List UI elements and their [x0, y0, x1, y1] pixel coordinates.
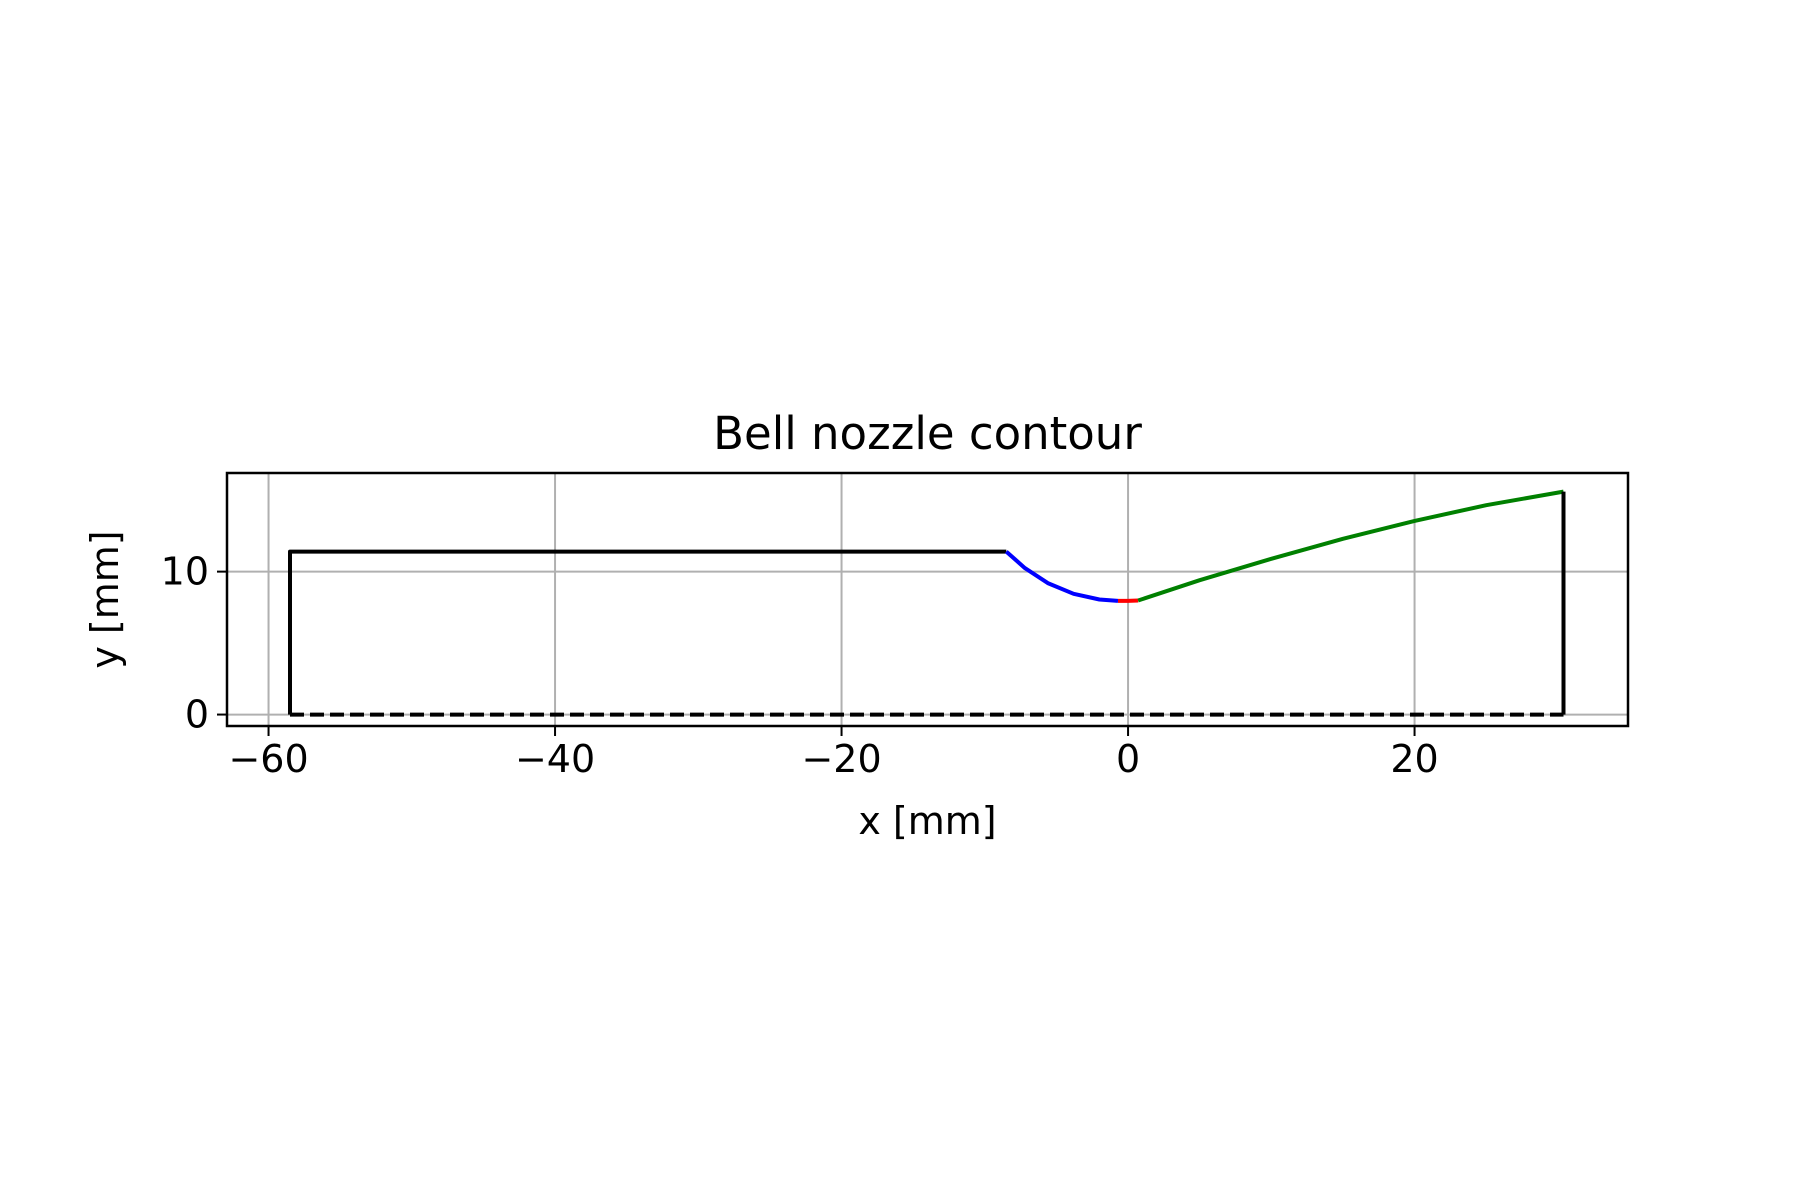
axis-ticks: −60 −40 −20 0 20 0 10 [161, 550, 1439, 781]
x-tick-label: −60 [228, 737, 308, 781]
x-tick-label: −20 [801, 737, 881, 781]
chart-title: Bell nozzle contour [713, 407, 1142, 460]
y-tick-label: 10 [161, 550, 209, 594]
series-converging-arc [1004, 550, 1119, 603]
plot-lines [288, 489, 1566, 717]
x-tick-label: −40 [515, 737, 595, 781]
y-tick-label: 0 [185, 693, 209, 737]
series-bell-section [1137, 489, 1564, 603]
x-tick-label: 0 [1116, 737, 1140, 781]
x-tick-label: 20 [1390, 737, 1438, 781]
y-axis-label: y [mm] [83, 530, 127, 668]
plot-frame [225, 471, 1630, 728]
x-axis-label: x [mm] [858, 799, 996, 843]
series-chamber [288, 549, 1007, 715]
